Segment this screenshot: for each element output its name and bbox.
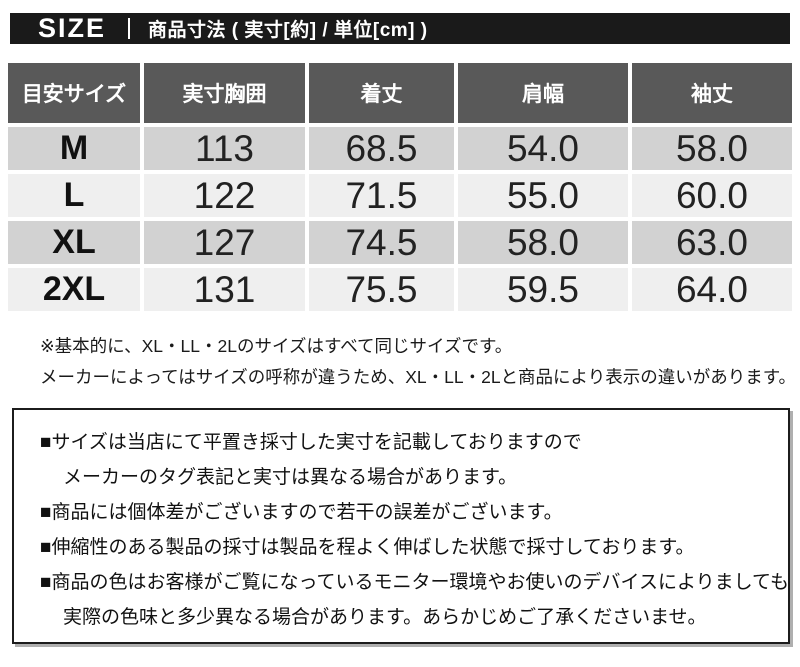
disclaimer-line-3: ■商品には個体差がございますので若干の誤差がございます。 — [40, 502, 563, 523]
size-table: 目安サイズ 実寸胸囲 着丈 肩幅 袖丈 M 113 68.5 54.0 58.0… — [8, 63, 792, 311]
measurement-cell: 54.0 — [458, 127, 628, 170]
disclaimer-line-5: ■商品の色はお客様がご覧になっているモニター環境やお使いのデバイスによりましても — [40, 572, 790, 593]
measurement-cell: 74.5 — [309, 221, 454, 264]
size-equivalence-notes: ※基本的に、XL・LL・2Lのサイズはすべて同じサイズです。 メーカーによっては… — [40, 331, 796, 393]
measurement-cell: 131 — [144, 268, 305, 311]
column-header-chest: 実寸胸囲 — [144, 63, 305, 123]
section-title: 商品寸法 ( 実寸[約] / 単位[cm] ) — [148, 20, 428, 41]
size-heading: SIZE — [38, 13, 107, 43]
measurement-cell: 122 — [144, 174, 305, 217]
header-divider — [128, 18, 131, 39]
measurement-cell: 113 — [144, 127, 305, 170]
measurement-cell: 71.5 — [309, 174, 454, 217]
measurement-cell: 59.5 — [458, 268, 628, 311]
size-cell: XL — [8, 221, 140, 264]
disclaimer-box: ■サイズは当店にて平置き採寸した実寸を記載しておりますので メーカーのタグ表記と… — [12, 408, 790, 644]
measurement-cell: 58.0 — [458, 221, 628, 264]
note-line-1: ※基本的に、XL・LL・2Lのサイズはすべて同じサイズです。 — [40, 336, 513, 356]
size-cell: 2XL — [8, 268, 140, 311]
measurement-cell: 60.0 — [632, 174, 792, 217]
size-cell: L — [8, 174, 140, 217]
note-line-2: メーカーによってはサイズの呼称が違うため、XL・LL・2Lと商品により表示の違い… — [40, 367, 796, 387]
size-cell: M — [8, 127, 140, 170]
section-header-bar: SIZE 商品寸法 ( 実寸[約] / 単位[cm] ) — [10, 13, 790, 44]
measurement-cell: 55.0 — [458, 174, 628, 217]
disclaimer-line-1: ■サイズは当店にて平置き採寸した実寸を記載しておりますので — [40, 432, 582, 453]
disclaimer-line-4: ■伸縮性のある製品の採寸は製品を程よく伸ばした状態で採寸しております。 — [40, 537, 695, 558]
column-header-length: 着丈 — [309, 63, 454, 123]
measurement-cell: 127 — [144, 221, 305, 264]
measurement-cell: 68.5 — [309, 127, 454, 170]
measurement-cell: 64.0 — [632, 268, 792, 311]
disclaimer-line-2: メーカーのタグ表記と実寸は異なる場合があります。 — [63, 467, 518, 488]
column-header-sleeve: 袖丈 — [632, 63, 792, 123]
column-header-size: 目安サイズ — [8, 63, 140, 123]
measurement-cell: 58.0 — [632, 127, 792, 170]
column-header-shoulder: 肩幅 — [458, 63, 628, 123]
measurement-cell: 63.0 — [632, 221, 792, 264]
disclaimer-line-6: 実際の色味と多少異なる場合があります。あらかじめご了承くださいませ。 — [63, 607, 707, 628]
measurement-cell: 75.5 — [309, 268, 454, 311]
